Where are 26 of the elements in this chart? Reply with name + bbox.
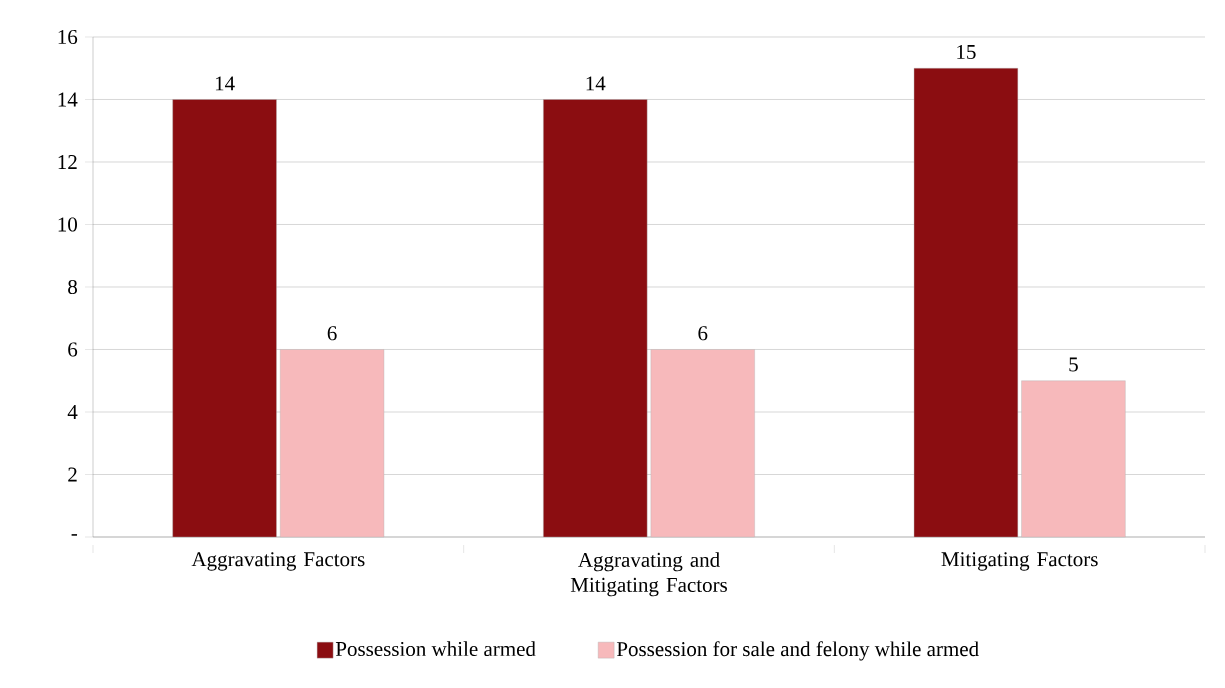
bar <box>543 99 648 538</box>
bar <box>913 68 1019 538</box>
bar <box>172 99 277 538</box>
y-tick-label: 10 <box>58 217 78 232</box>
data-label: 6 <box>327 326 337 341</box>
data-label: 14 <box>215 76 235 91</box>
x-tick-label: Aggravating Factors <box>191 552 365 571</box>
y-tick-label: 2 <box>68 467 77 482</box>
y-tick-label: 4 <box>67 405 78 419</box>
bar <box>650 349 755 538</box>
y-tick-label: 14 <box>58 92 78 107</box>
bar <box>279 349 385 538</box>
data-label: 14 <box>586 76 606 91</box>
y-tick-label: 16 <box>58 29 78 45</box>
legend-label: Possession while armed <box>335 641 536 657</box>
y-tick-label: 6 <box>68 342 78 357</box>
data-label: 5 <box>1069 357 1078 372</box>
data-label: 15 <box>957 44 976 60</box>
data-label: 6 <box>698 326 708 341</box>
y-tick-label: 8 <box>68 279 78 295</box>
bar <box>1021 380 1126 538</box>
y-tick-label: - <box>71 534 78 536</box>
x-tick-label: Aggravating and Mitigating Factors <box>570 552 727 597</box>
x-tick-label: Mitigating Factors <box>941 552 1098 571</box>
legend-label: Possession for sale and felony while armed <box>616 641 979 661</box>
y-tick-label: 12 <box>58 155 77 169</box>
